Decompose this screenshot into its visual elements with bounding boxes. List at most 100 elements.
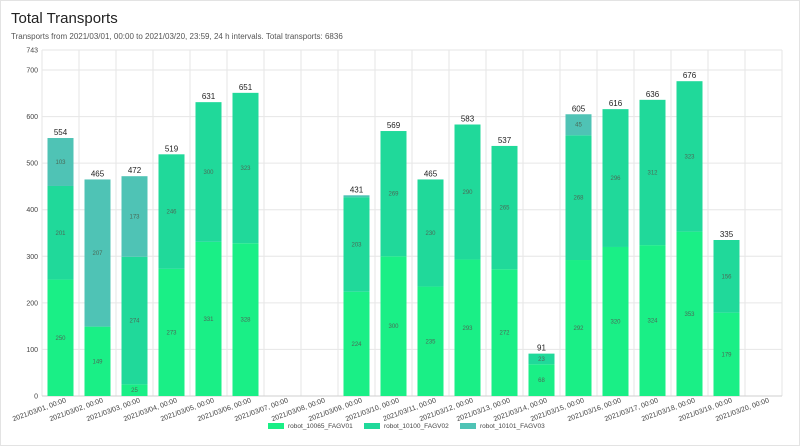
bar-segment-robot_10065_FAGV01 bbox=[195, 241, 222, 396]
segment-value-label: 25 bbox=[131, 388, 138, 394]
bar-segment-robot_10065_FAGV01 bbox=[343, 291, 370, 396]
segment-value-label: 268 bbox=[573, 196, 584, 202]
bar-total-label: 569 bbox=[387, 121, 401, 130]
segment-value-label: 293 bbox=[462, 326, 473, 332]
bar-total-label: 554 bbox=[54, 128, 68, 137]
segment-value-label: 224 bbox=[351, 342, 362, 348]
bar-segment-robot_10065_FAGV01 bbox=[232, 243, 259, 396]
bar-segment-robot_10100_FAGV02 bbox=[491, 145, 518, 270]
bar-segment-robot_10065_FAGV01 bbox=[417, 286, 444, 396]
bar-segment-robot_10101_FAGV03 bbox=[565, 114, 592, 136]
bar-segment-robot_10100_FAGV02 bbox=[639, 99, 666, 246]
bar-total-label: 583 bbox=[461, 115, 475, 124]
y-tick-label: 500 bbox=[26, 161, 38, 168]
bar-segment-robot_10101_FAGV03 bbox=[121, 176, 148, 257]
segment-value-label: 290 bbox=[462, 190, 473, 196]
bar-segment-robot_10100_FAGV02 bbox=[158, 154, 185, 269]
segment-value-label: 23 bbox=[538, 357, 545, 363]
bar-total-label: 519 bbox=[165, 144, 179, 153]
bar-total-label: 431 bbox=[350, 185, 364, 194]
bar-segment-robot_10065_FAGV01 bbox=[565, 260, 592, 396]
bar-total-label: 605 bbox=[572, 104, 586, 113]
segment-value-label: 246 bbox=[166, 210, 177, 216]
segment-value-label: 45 bbox=[575, 123, 582, 129]
legend-swatch-robot_10101_FAGV03 bbox=[460, 423, 476, 429]
segment-value-label: 68 bbox=[538, 378, 545, 384]
segment-value-label: 320 bbox=[610, 319, 621, 325]
chart-title: Total Transports bbox=[11, 10, 118, 27]
bar-total-label: 631 bbox=[202, 92, 216, 101]
bar-segment-robot_10100_FAGV02 bbox=[380, 131, 407, 257]
y-tick-label: 600 bbox=[26, 114, 38, 121]
bar-total-label: 335 bbox=[720, 230, 734, 239]
bar-segment-robot_10100_FAGV02 bbox=[47, 185, 74, 280]
bar-segment-robot_10065_FAGV01 bbox=[639, 245, 666, 396]
bar-total-label: 472 bbox=[128, 166, 142, 175]
bar-total-label: 465 bbox=[91, 169, 105, 178]
bar-segment-robot_10100_FAGV02 bbox=[232, 92, 259, 244]
bar-segment-robot_10100_FAGV02 bbox=[676, 81, 703, 232]
bar-total-label: 636 bbox=[646, 90, 660, 99]
segment-value-label: 300 bbox=[388, 324, 399, 330]
bar-total-label: 465 bbox=[424, 169, 438, 178]
segment-value-label: 296 bbox=[610, 176, 621, 182]
bar-segment-robot_10100_FAGV02 bbox=[195, 102, 222, 242]
bar-segment-robot_10065_FAGV01 bbox=[47, 279, 74, 396]
segment-value-label: 292 bbox=[573, 326, 584, 332]
bar-segment-robot_10065_FAGV01 bbox=[713, 312, 740, 396]
segment-value-label: 230 bbox=[425, 231, 436, 237]
segment-value-label: 265 bbox=[499, 206, 510, 212]
bar-total-label: 616 bbox=[609, 99, 623, 108]
y-tick-label: 300 bbox=[26, 254, 38, 261]
legend-entry-label: robot_10100_FAGV02 bbox=[384, 423, 449, 430]
segment-value-label: 324 bbox=[647, 319, 658, 325]
segment-value-label: 149 bbox=[92, 359, 103, 365]
segment-value-label: 203 bbox=[351, 242, 362, 248]
segment-value-label: 273 bbox=[166, 330, 177, 336]
bar-total-label: 91 bbox=[537, 344, 546, 353]
segment-value-label: 300 bbox=[203, 170, 214, 176]
chart-subtitle: Transports from 2021/03/01, 00:00 to 202… bbox=[11, 32, 343, 41]
segment-value-label: 353 bbox=[684, 312, 695, 318]
legend-entry-label: robot_10101_FAGV03 bbox=[480, 423, 545, 430]
bar-segment-robot_10101_FAGV03 bbox=[47, 138, 74, 186]
legend-swatch-robot_10100_FAGV02 bbox=[364, 423, 380, 429]
bar-segment-robot_10100_FAGV02 bbox=[713, 239, 740, 313]
bar-segment-robot_10065_FAGV01 bbox=[121, 384, 148, 396]
segment-value-label: 179 bbox=[721, 352, 732, 358]
segment-value-label: 201 bbox=[55, 231, 66, 237]
bar-segment-robot_10065_FAGV01 bbox=[528, 364, 555, 396]
bar-segment-robot_10065_FAGV01 bbox=[602, 246, 629, 396]
y-tick-label: 100 bbox=[26, 347, 38, 354]
y-tick-label: 200 bbox=[26, 300, 38, 307]
legend-entry-label: robot_10065_FAGV01 bbox=[288, 423, 353, 430]
bar-segment-robot_10101_FAGV03 bbox=[343, 195, 370, 198]
segment-value-label: 274 bbox=[129, 319, 140, 325]
y-tick-label: 743 bbox=[26, 48, 38, 55]
bar-segment-robot_10100_FAGV02 bbox=[343, 197, 370, 292]
bar-total-label: 676 bbox=[683, 71, 697, 80]
y-tick-label: 400 bbox=[26, 207, 38, 214]
segment-value-label: 250 bbox=[55, 336, 66, 342]
y-tick-label: 700 bbox=[26, 68, 38, 75]
bar-segment-robot_10065_FAGV01 bbox=[491, 269, 518, 396]
segment-value-label: 323 bbox=[240, 166, 251, 172]
bar-segment-robot_10100_FAGV02 bbox=[417, 179, 444, 287]
segment-value-label: 235 bbox=[425, 339, 436, 345]
segment-value-label: 272 bbox=[499, 331, 510, 337]
bar-segment-robot_10101_FAGV03 bbox=[84, 179, 111, 327]
bar-segment-robot_10100_FAGV02 bbox=[454, 124, 481, 260]
bar-segment-robot_10100_FAGV02 bbox=[528, 353, 555, 365]
segment-value-label: 103 bbox=[55, 160, 66, 166]
bar-segment-robot_10065_FAGV01 bbox=[380, 256, 407, 396]
bar-segment-robot_10065_FAGV01 bbox=[158, 268, 185, 396]
segment-value-label: 331 bbox=[203, 317, 214, 323]
segment-value-label: 323 bbox=[684, 154, 695, 160]
bar-total-label: 651 bbox=[239, 83, 253, 92]
bar-segment-robot_10065_FAGV01 bbox=[676, 231, 703, 396]
segment-value-label: 156 bbox=[721, 274, 732, 280]
segment-value-label: 173 bbox=[129, 214, 140, 220]
bar-segment-robot_10100_FAGV02 bbox=[121, 256, 148, 385]
bar-total-label: 537 bbox=[498, 136, 512, 145]
